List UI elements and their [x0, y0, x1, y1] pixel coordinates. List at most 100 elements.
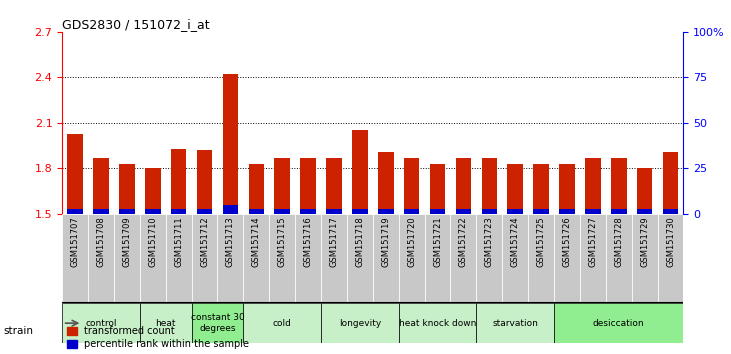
Bar	[269, 214, 295, 303]
Bar	[192, 214, 218, 303]
Bar	[119, 164, 135, 214]
Bar	[398, 303, 477, 343]
Bar	[507, 164, 523, 214]
Bar	[62, 214, 88, 303]
Bar	[197, 150, 212, 214]
Bar	[534, 164, 549, 214]
Bar	[140, 214, 166, 303]
Bar	[243, 303, 321, 343]
Bar	[663, 209, 678, 214]
Text: GSM151720: GSM151720	[407, 217, 416, 267]
Bar	[611, 158, 626, 214]
Bar	[171, 209, 186, 214]
Bar	[611, 209, 626, 214]
Bar	[223, 74, 238, 214]
Text: GSM151723: GSM151723	[485, 217, 494, 267]
Bar	[585, 158, 601, 214]
Bar	[554, 214, 580, 303]
Bar	[658, 214, 683, 303]
Text: GSM151730: GSM151730	[666, 217, 675, 267]
Bar	[197, 209, 212, 214]
Bar	[477, 214, 502, 303]
Text: strain: strain	[4, 326, 34, 336]
Bar	[249, 164, 264, 214]
Bar	[114, 214, 140, 303]
Bar	[166, 214, 192, 303]
Text: GSM151721: GSM151721	[433, 217, 442, 267]
Bar	[455, 209, 471, 214]
Bar	[482, 209, 497, 214]
Bar	[450, 214, 477, 303]
Bar	[404, 158, 420, 214]
Text: GSM151708: GSM151708	[96, 217, 105, 267]
Bar	[632, 214, 658, 303]
Bar	[559, 209, 575, 214]
Bar	[300, 209, 316, 214]
Bar	[94, 158, 109, 214]
Text: constant 30
degrees: constant 30 degrees	[191, 313, 244, 333]
Text: GSM151715: GSM151715	[278, 217, 287, 267]
Text: heat knock down: heat knock down	[399, 319, 476, 328]
Bar	[218, 214, 243, 303]
Text: heat: heat	[156, 319, 176, 328]
Text: GSM151718: GSM151718	[355, 217, 364, 267]
Bar	[482, 158, 497, 214]
Bar	[192, 303, 243, 343]
Bar	[274, 209, 290, 214]
Bar	[580, 214, 606, 303]
Bar	[398, 214, 425, 303]
Bar	[663, 152, 678, 214]
Text: GSM151728: GSM151728	[614, 217, 624, 267]
Bar	[249, 209, 264, 214]
Bar	[243, 214, 269, 303]
Text: GSM151729: GSM151729	[640, 217, 649, 267]
Bar	[321, 303, 398, 343]
Text: GSM151711: GSM151711	[174, 217, 183, 267]
Bar	[145, 169, 161, 214]
Bar	[326, 209, 342, 214]
Bar	[637, 209, 652, 214]
Bar	[295, 214, 321, 303]
Bar	[507, 209, 523, 214]
Bar	[352, 209, 368, 214]
Text: GSM151727: GSM151727	[588, 217, 597, 267]
Bar	[326, 158, 342, 214]
Text: GSM151710: GSM151710	[148, 217, 157, 267]
Bar	[502, 214, 528, 303]
Bar	[300, 158, 316, 214]
Bar	[477, 303, 554, 343]
Bar	[378, 152, 393, 214]
Text: GSM151714: GSM151714	[251, 217, 261, 267]
Bar	[274, 158, 290, 214]
Text: GDS2830 / 151072_i_at: GDS2830 / 151072_i_at	[62, 18, 210, 31]
Text: desiccation: desiccation	[593, 319, 645, 328]
Bar	[171, 149, 186, 214]
Bar	[140, 303, 192, 343]
Bar	[88, 214, 114, 303]
Bar	[352, 131, 368, 214]
Bar	[430, 164, 445, 214]
Bar	[637, 169, 652, 214]
Bar	[321, 214, 347, 303]
Legend: transformed count, percentile rank within the sample: transformed count, percentile rank withi…	[67, 326, 249, 349]
Text: GSM151709: GSM151709	[122, 217, 132, 267]
Text: starvation: starvation	[492, 319, 538, 328]
Text: control: control	[86, 319, 117, 328]
Bar	[455, 158, 471, 214]
Text: longevity: longevity	[338, 319, 381, 328]
Bar	[554, 303, 683, 343]
Bar	[62, 303, 140, 343]
Text: GSM151726: GSM151726	[562, 217, 572, 267]
Text: GSM151719: GSM151719	[382, 217, 390, 267]
Bar	[373, 214, 398, 303]
Bar	[528, 214, 554, 303]
Bar	[430, 209, 445, 214]
Bar	[119, 209, 135, 214]
Bar	[404, 209, 420, 214]
Text: GSM151716: GSM151716	[303, 217, 313, 267]
Bar	[606, 214, 632, 303]
Text: GSM151717: GSM151717	[330, 217, 338, 267]
Bar	[534, 209, 549, 214]
Bar	[67, 209, 83, 214]
Text: GSM151707: GSM151707	[71, 217, 80, 267]
